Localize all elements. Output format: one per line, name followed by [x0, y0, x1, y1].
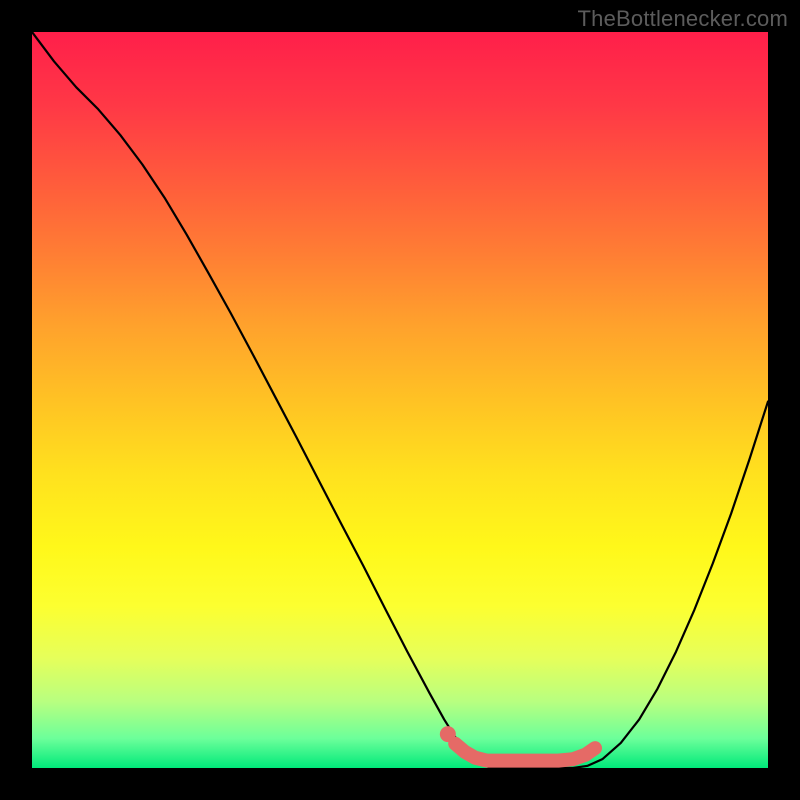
curve-right-branch: [492, 401, 768, 768]
bottleneck-chart-container: TheBottlenecker.com: [0, 0, 800, 800]
plot-area: [32, 32, 768, 768]
optimal-range-start-dot: [440, 726, 456, 742]
chart-overlay: [32, 32, 768, 768]
optimal-range-marker: [455, 744, 595, 761]
watermark-label: TheBottlenecker.com: [578, 6, 788, 32]
curve-left-branch: [32, 32, 492, 768]
